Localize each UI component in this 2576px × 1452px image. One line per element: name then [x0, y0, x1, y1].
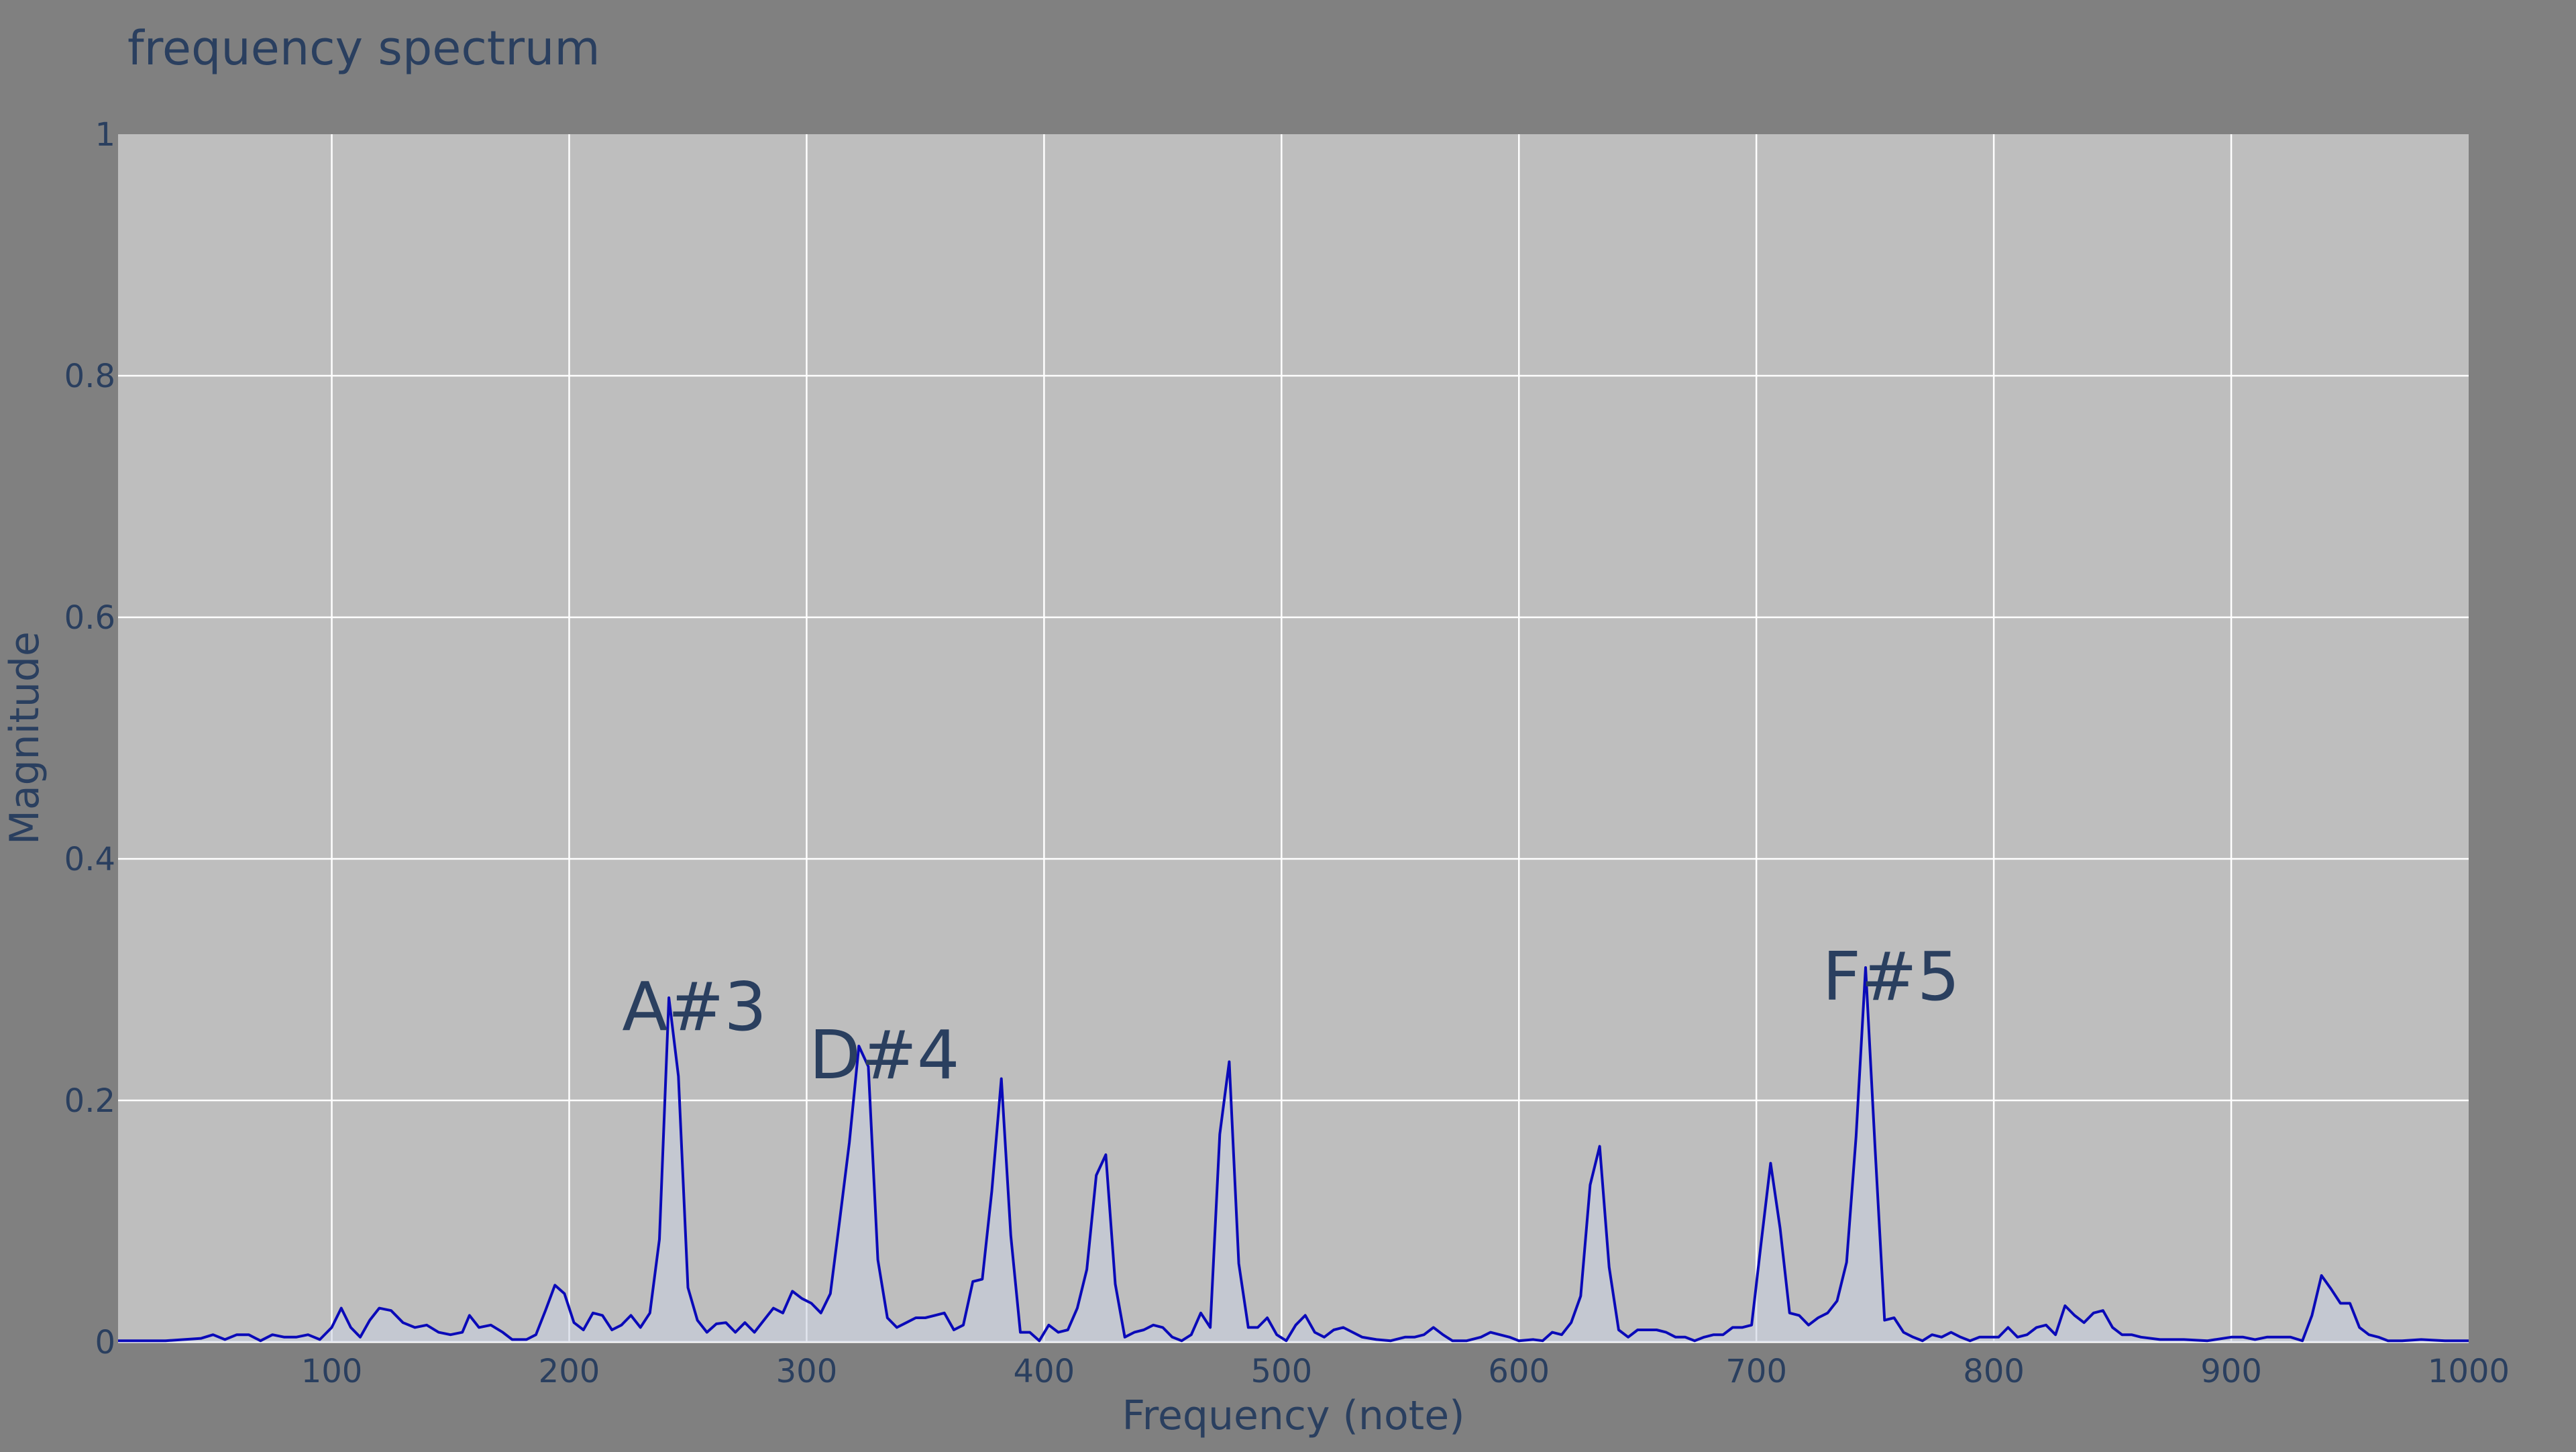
annotation-label: D#4 — [809, 1016, 959, 1094]
series-layer — [118, 966, 2469, 1343]
y-axis-ticks: 0 0.2 0.4 0.6 0.8 1 — [64, 116, 115, 1361]
chart-title: frequency spectrum — [127, 21, 600, 76]
x-axis-ticks: 100 200 300 400 500 600 700 800 900 1000 — [301, 1353, 2510, 1390]
y-tick-label: 0.6 — [64, 599, 115, 637]
y-axis-label: Magnitude — [1, 631, 48, 845]
x-tick-label: 700 — [1725, 1353, 1787, 1390]
annotation-label: F#5 — [1823, 937, 1960, 1016]
y-tick-label: 0.8 — [64, 358, 115, 395]
x-tick-label: 900 — [2200, 1353, 2262, 1390]
plot-background — [118, 134, 2469, 1342]
annotation-label: A#3 — [622, 968, 767, 1046]
y-tick-label: 1 — [95, 116, 115, 154]
x-tick-label: 1000 — [2428, 1353, 2510, 1390]
x-tick-label: 500 — [1250, 1353, 1312, 1390]
series-line — [118, 966, 2469, 1343]
x-tick-label: 100 — [301, 1353, 363, 1390]
y-tick-label: 0.4 — [64, 841, 115, 878]
x-tick-label: 200 — [539, 1353, 600, 1390]
y-tick-label: 0.2 — [64, 1082, 115, 1120]
x-tick-label: 800 — [1963, 1353, 2025, 1390]
x-tick-label: 400 — [1014, 1353, 1075, 1390]
annotations: A#3 D#4 F#5 — [622, 937, 1960, 1094]
x-tick-label: 600 — [1488, 1353, 1550, 1390]
x-tick-label: 300 — [776, 1353, 838, 1390]
y-tick-label: 0 — [95, 1324, 115, 1361]
x-axis-label: Frequency (note) — [1122, 1392, 1464, 1439]
